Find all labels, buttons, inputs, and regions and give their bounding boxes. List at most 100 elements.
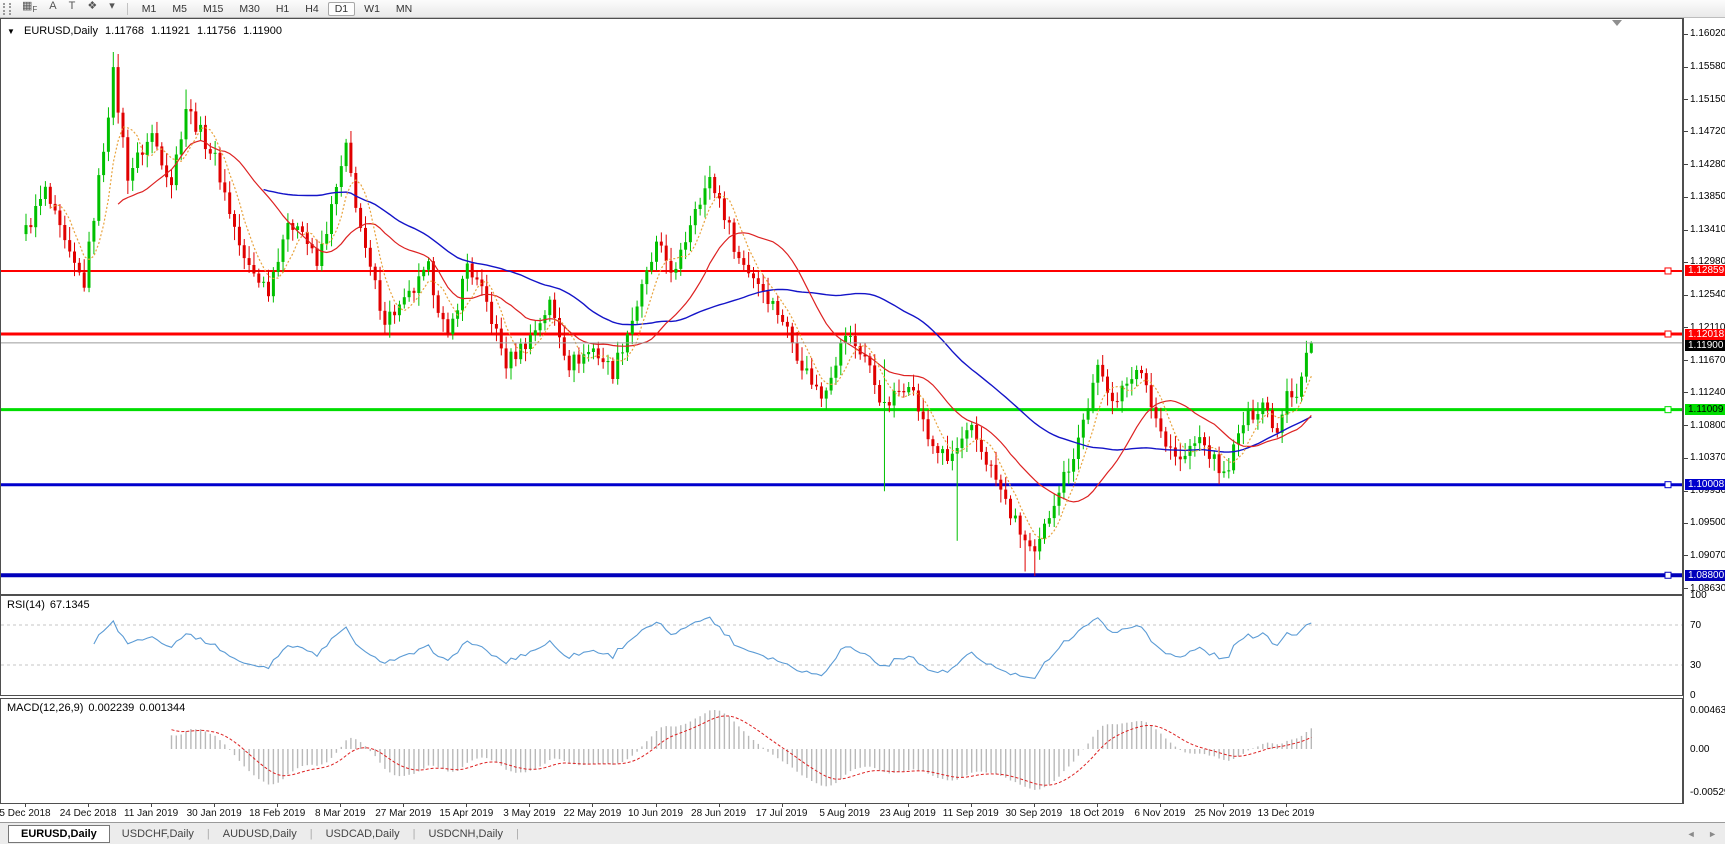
toolbar-icons: ▦F A T ❖ ▾ [16, 0, 121, 19]
symbol-dropdown-icon[interactable]: ▼ [7, 27, 15, 36]
date-tick [1096, 804, 1098, 807]
date-label: 6 Nov 2019 [1134, 808, 1186, 819]
axis-tick [1684, 490, 1688, 492]
hline-price-label: 1.11009 [1685, 404, 1725, 416]
timeframe-m5-button[interactable]: M5 [172, 2, 187, 15]
price-tick-label: 1.14720 [1690, 125, 1725, 137]
ohlc-high: 1.11921 [151, 25, 190, 37]
axis-tick [1684, 392, 1688, 394]
symbol-title: ▼ EURUSD,Daily 1.11768 1.11921 1.11756 1… [7, 25, 286, 37]
date-tick [340, 804, 342, 807]
text-box-icon[interactable]: T [68, 0, 76, 13]
price-tick-label: 1.12980 [1690, 256, 1725, 268]
ma-mid-line [117, 139, 1312, 503]
macd-signal-line [171, 715, 1312, 786]
date-label: 22 May 2019 [563, 808, 622, 819]
price-tick-label: 1.11240 [1690, 386, 1725, 398]
hline-price-label: 1.08800 [1685, 569, 1725, 581]
rsi-label: RSI(14) 67.1345 [7, 599, 95, 611]
price-tick-label: 1.13850 [1690, 191, 1725, 203]
date-tick [277, 804, 279, 807]
axis-tick [1684, 196, 1688, 198]
price-tick-label: 1.10800 [1690, 419, 1725, 431]
date-tick [844, 804, 846, 807]
timeframe-h1-button[interactable]: H1 [275, 2, 290, 15]
hline-handle[interactable] [1664, 406, 1672, 414]
date-label: 11 Jan 2019 [123, 808, 179, 819]
text-label-icon[interactable]: A [49, 0, 57, 13]
axis-tick [1684, 425, 1688, 427]
rsi-scale-label: 30 [1690, 659, 1702, 671]
toolbar-grip[interactable] [3, 2, 11, 15]
price-tick-label: 1.14280 [1690, 158, 1725, 170]
axis-tick [1684, 588, 1688, 589]
price-tick-label: 1.10370 [1690, 452, 1725, 464]
date-label: 30 Jan 2019 [186, 808, 242, 819]
macd-scale-label: 0.00 [1690, 743, 1710, 755]
price-tick-label: 1.12110 [1690, 321, 1725, 333]
date-label: 8 Mar 2019 [314, 808, 366, 819]
rsi-chart-surface[interactable] [1, 596, 1682, 695]
chart-tab-eurusd[interactable]: EURUSD,Daily [8, 824, 110, 843]
axis-tick [1684, 66, 1688, 68]
tab-separator: | [309, 827, 313, 840]
price-tick-label: 1.15150 [1690, 93, 1725, 105]
chart-tab-audusd[interactable]: AUDUSD,Daily [222, 827, 297, 840]
date-tick [214, 804, 216, 807]
ohlc-low: 1.11756 [197, 25, 236, 37]
tab-scroll-right-icon[interactable]: ► [1708, 828, 1717, 839]
dropdown-caret-icon[interactable]: ▾ [109, 0, 115, 13]
hline-handle[interactable] [1664, 267, 1672, 275]
hline-handle[interactable] [1664, 481, 1672, 489]
chart-tab-usdcnh[interactable]: USDCNH,Daily [428, 827, 503, 840]
axis-tick [1684, 457, 1688, 459]
timeframe-mn-button[interactable]: MN [395, 2, 413, 15]
timeframe-m15-button[interactable]: M15 [202, 2, 224, 15]
horizontal-lines-layer [1, 269, 1682, 578]
timeframe-m1-button[interactable]: M1 [141, 2, 157, 15]
candlestick-chart-surface[interactable] [1, 19, 1682, 594]
date-tick [529, 804, 531, 807]
date-tick [718, 804, 720, 807]
axis-tick [1684, 229, 1688, 231]
timeframe-buttons: M1 M5 M15 M30 H1 H4 D1 W1 MN [134, 1, 420, 16]
current-price-label: 1.11900 [1685, 340, 1725, 352]
indicators-grid-icon[interactable]: ▦F [22, 0, 38, 15]
date-label: 18 Oct 2019 [1069, 808, 1125, 819]
timeframe-d1-button[interactable]: D1 [327, 1, 356, 16]
hline-price-label: 1.12018 [1685, 328, 1725, 340]
auto-scroll-marker-icon[interactable] [1612, 20, 1622, 26]
date-tick [592, 804, 594, 807]
tab-scroll-left-icon[interactable]: ◄ [1686, 828, 1696, 839]
rsi-line [93, 616, 1312, 679]
hline-handle[interactable] [1664, 571, 1672, 579]
price-axis: 1.16020 1.15580 1.15150 1.14720 1.14280 1.138… [1683, 18, 1725, 804]
date-tick [403, 804, 405, 807]
object-cycle-icon[interactable]: ❖ [87, 0, 98, 13]
ohlc-close: 1.11900 [243, 25, 283, 37]
rsi-value: 67.1345 [49, 599, 90, 611]
axis-tick [1684, 294, 1688, 296]
hline-handle[interactable] [1664, 330, 1672, 338]
price-tick-label: 1.09070 [1690, 549, 1725, 561]
timeframe-h4-button[interactable]: H4 [305, 2, 319, 15]
price-tick-label: 1.12540 [1690, 289, 1725, 301]
ma-fast-line [50, 126, 1312, 540]
price-tick-label: 1.09930 [1690, 485, 1725, 497]
price-tick-label: 1.08630 [1690, 582, 1725, 594]
date-label: 27 Mar 2019 [375, 808, 432, 819]
date-tick [1286, 804, 1287, 807]
tab-scroll-nav: ◄ ► [1677, 829, 1717, 839]
macd-main-value: 0.002239 [88, 702, 135, 714]
macd-histogram [170, 710, 1313, 790]
tab-separator: | [516, 827, 519, 840]
timeframe-w1-button[interactable]: W1 [364, 2, 380, 15]
axis-tick [1684, 164, 1688, 166]
axis-tick [1684, 261, 1688, 263]
macd-scale-label: 0.00463 [1690, 705, 1725, 717]
macd-chart-surface[interactable] [1, 699, 1682, 803]
chart-tab-usdchf[interactable]: USDCHF,Daily [121, 827, 194, 840]
chart-tab-usdcad[interactable]: USDCAD,Daily [325, 827, 400, 840]
timeframe-m30-button[interactable]: M30 [239, 2, 260, 15]
candles-layer [24, 52, 1313, 576]
